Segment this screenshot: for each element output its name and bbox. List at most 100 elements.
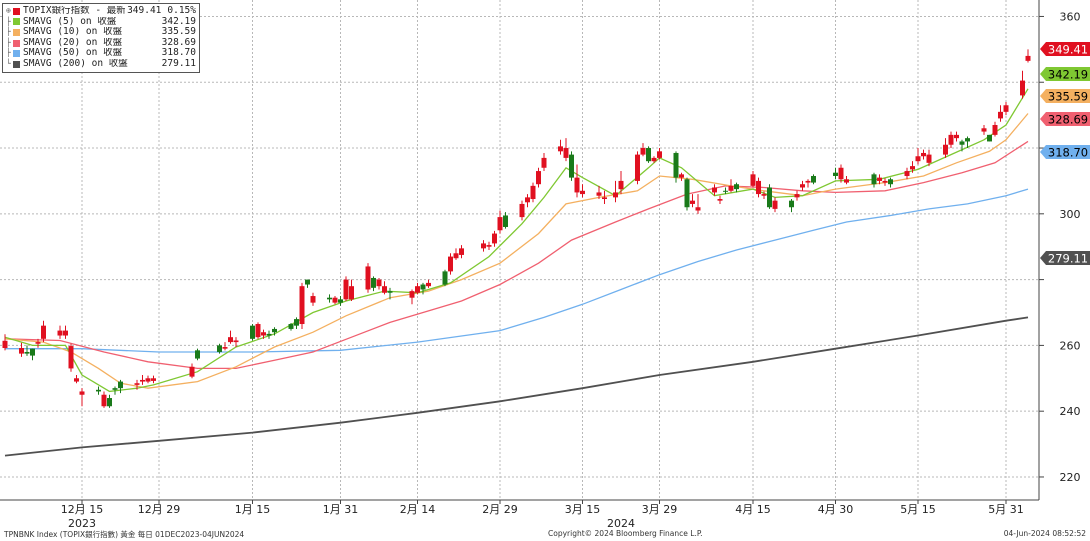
candle-body: [486, 245, 492, 247]
candle-body: [233, 340, 239, 343]
candle-body: [640, 148, 646, 155]
x-tick-label: 5月 15: [900, 503, 936, 516]
moving-average-line: [4, 88, 1029, 393]
candle-body: [580, 190, 585, 195]
candle-body: [635, 154, 640, 181]
legend-label: SMAVG (5) on 收盤: [23, 16, 117, 27]
candle-body: [1025, 55, 1031, 61]
candle-body: [19, 348, 24, 354]
legend-item: ├ SMAVG (5) on 收盤 342.19: [6, 16, 196, 28]
candle-body: [74, 378, 79, 382]
footer-timestamp: 04-Jun-2024 08:52:52: [1003, 529, 1086, 538]
candle-body: [228, 337, 233, 343]
candle-body: [382, 286, 387, 293]
candle-body: [992, 125, 998, 135]
candle-body: [563, 148, 569, 158]
legend-item: ⊕ TOPIX銀行指数 - 最新價 349.41 0.15%: [6, 5, 196, 17]
candle-body: [1003, 105, 1009, 112]
x-tick-label: 3月 29: [642, 503, 678, 516]
value-tag: [1046, 145, 1090, 159]
candle-body: [954, 134, 959, 139]
y-tick-label: 220: [1060, 471, 1081, 484]
candle-body: [63, 330, 68, 336]
x-tick-label: 4月 30: [818, 503, 854, 516]
candle-body: [646, 148, 651, 162]
legend-value: 335.59: [161, 26, 196, 38]
candle-body: [68, 346, 74, 369]
candle-body: [761, 194, 767, 196]
legend-swatch: [13, 7, 20, 15]
value-tag: [1046, 251, 1090, 265]
x-year-label: 2024: [607, 517, 635, 530]
legend-tree-icon: ├: [6, 16, 11, 26]
value-tag: [1046, 112, 1090, 126]
moving-average-line: [4, 316, 1029, 457]
candle-body: [266, 333, 272, 336]
candle-body: [767, 187, 772, 208]
candle-body: [541, 157, 547, 168]
value-tag-pointer: [1040, 42, 1046, 56]
candle-body: [673, 152, 679, 178]
candle-body: [679, 174, 684, 178]
candle-body: [294, 319, 299, 326]
candle-body: [24, 351, 30, 354]
candle-body: [35, 342, 41, 344]
candle-body: [574, 177, 580, 193]
candle-body: [613, 192, 618, 198]
legend-value: 279.11: [161, 57, 196, 69]
candle-body: [459, 248, 464, 255]
candle-body: [145, 378, 151, 382]
candle-body: [101, 394, 107, 407]
candle-body: [217, 345, 222, 352]
candle-body: [365, 266, 371, 290]
legend-swatch: [13, 60, 20, 68]
candle-body: [327, 297, 332, 300]
candle-body: [948, 134, 954, 145]
value-tag: [1046, 42, 1090, 56]
value-tag-pointer: [1040, 89, 1046, 103]
candle-body: [536, 171, 541, 185]
value-tag-pointer: [1040, 112, 1046, 126]
x-tick-label: 12月 29: [138, 503, 181, 516]
candle-body: [349, 286, 354, 300]
legend-item: ├ SMAVG (20) on 收盤 328.69: [6, 37, 196, 49]
candle-body: [904, 171, 910, 176]
legend-value: 349.41: [127, 5, 162, 16]
candle-body: [596, 192, 602, 196]
value-tag-label: 318.70: [1048, 146, 1088, 160]
value-tag-label: 342.19: [1048, 68, 1088, 82]
candle-body: [789, 200, 794, 208]
legend-label: SMAVG (20) on 收盤: [23, 37, 123, 48]
candle-body: [871, 174, 877, 185]
candle-body: [415, 286, 420, 293]
moving-average-line: [5, 188, 1029, 353]
value-tag-label: 279.11: [1048, 252, 1088, 266]
legend-tree-icon: ├: [6, 27, 11, 37]
candle-body: [140, 379, 145, 382]
candle-body: [684, 179, 690, 208]
x-tick-label: 2月 29: [482, 503, 518, 516]
candle-body: [525, 197, 530, 203]
candle-body: [453, 253, 459, 259]
footer-ticker-info: TPNBNK Index (TOPIX銀行指數) 黃金 每日 01DEC2023…: [4, 530, 245, 539]
candle-body: [530, 185, 536, 200]
value-tag-pointer: [1040, 251, 1046, 265]
candle-body: [426, 282, 431, 287]
legend-value: 318.70: [161, 47, 196, 59]
candle-body: [310, 296, 316, 303]
candle-body: [497, 217, 503, 231]
candle-body: [723, 190, 728, 192]
candle-body: [657, 151, 662, 158]
candle-body: [409, 291, 415, 298]
candle-body: [503, 215, 508, 227]
y-tick-label: 240: [1060, 405, 1081, 418]
candle-body: [717, 199, 723, 201]
candle-body: [492, 233, 497, 244]
candle-body: [338, 299, 343, 303]
candle-body: [998, 111, 1003, 119]
candle-body: [332, 297, 338, 303]
x-tick-label: 1月 31: [323, 503, 359, 516]
candle-body: [690, 200, 695, 204]
value-tag-pointer: [1040, 67, 1046, 81]
